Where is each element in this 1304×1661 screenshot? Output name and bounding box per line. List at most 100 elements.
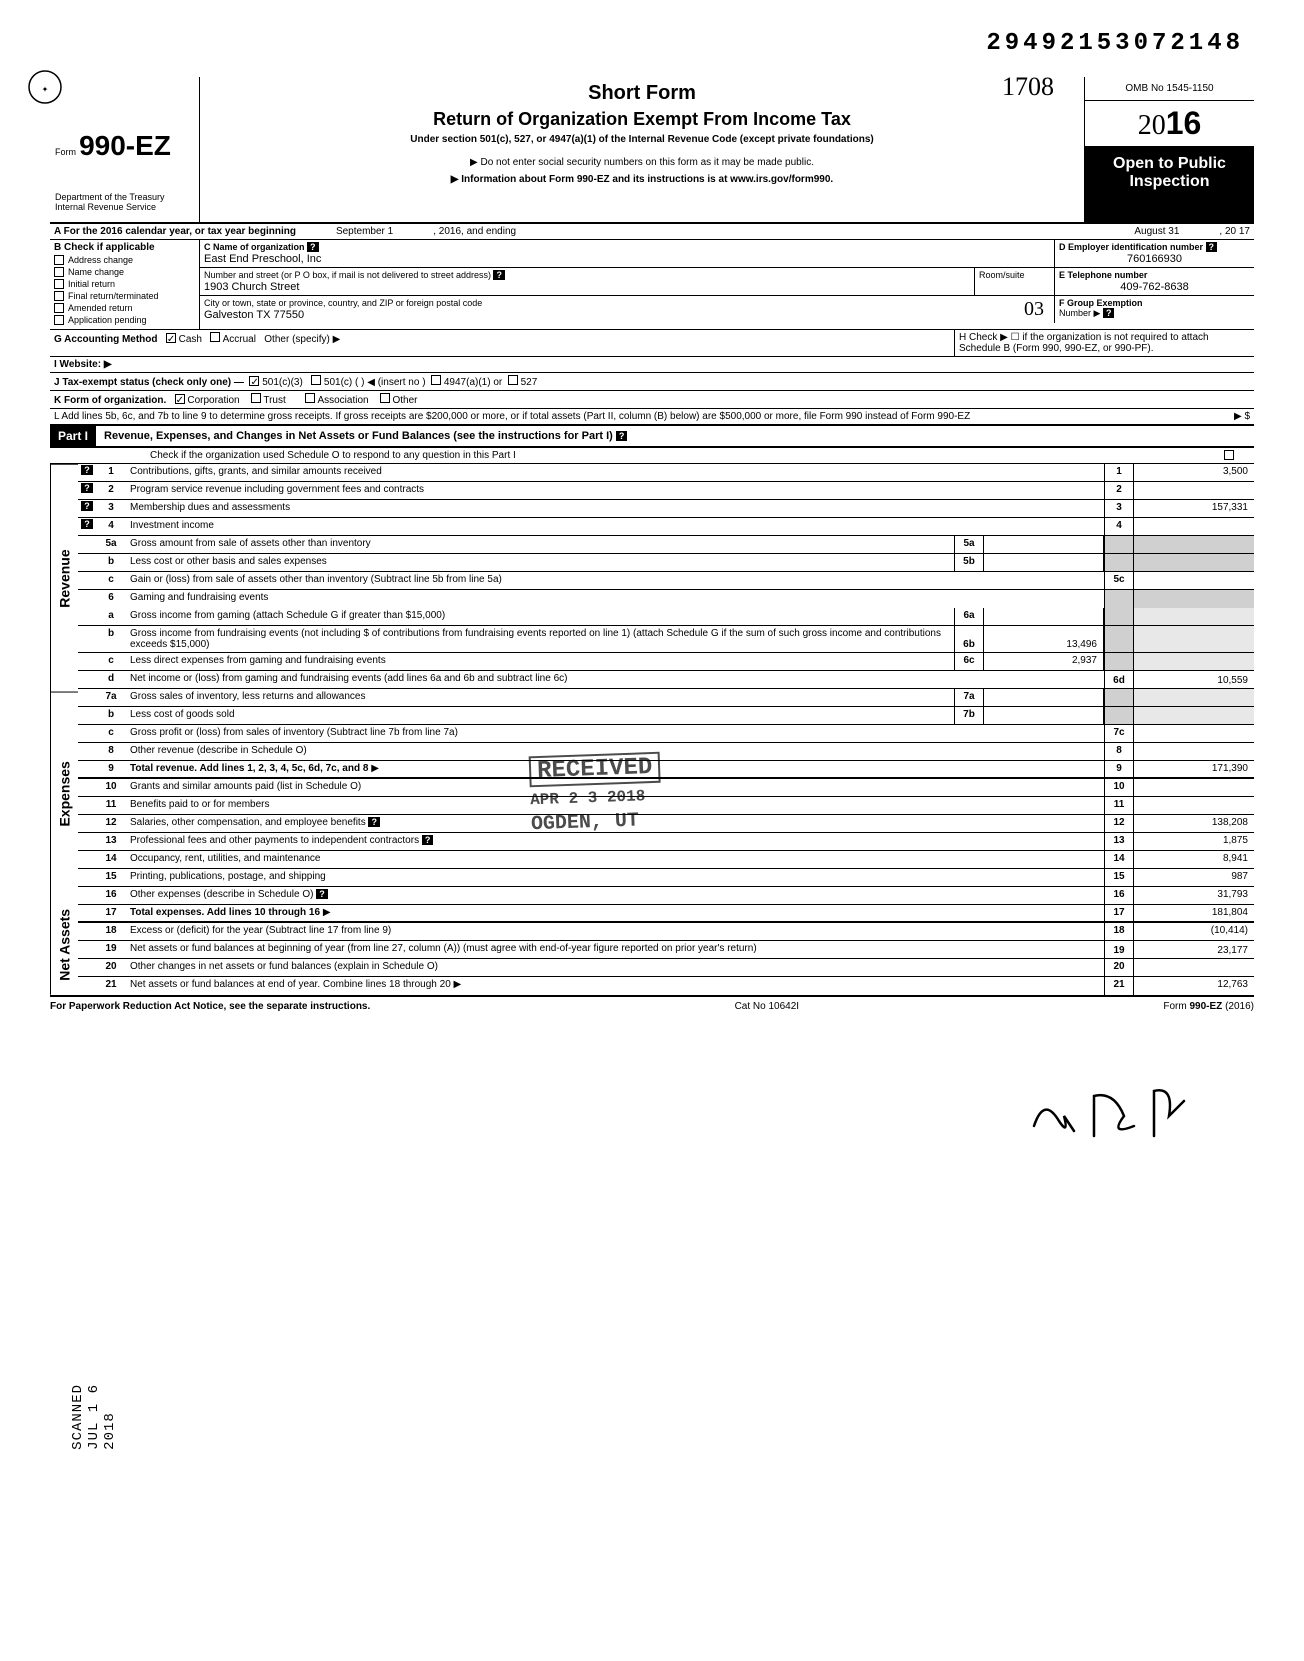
do-not-enter: ▶ Do not enter social security numbers o… <box>210 157 1074 168</box>
checkbox-accrual[interactable] <box>210 332 220 342</box>
line-desc: Gross profit or (loss) from sales of inv… <box>126 725 1104 742</box>
checkbox-amended[interactable] <box>54 303 64 313</box>
label-name-change: Name change <box>68 267 124 277</box>
side-label-revenue: Revenue <box>50 464 78 692</box>
checkbox-501c3[interactable]: ✓ <box>249 376 259 386</box>
out-num-shaded <box>1104 653 1134 670</box>
row-j-tax-status: J Tax-exempt status (check only one) — ✓… <box>50 373 1254 391</box>
line-num: 8 <box>96 743 126 760</box>
help-icon[interactable]: ? <box>422 835 434 845</box>
label-4947: 4947(a)(1) or <box>444 377 502 388</box>
out-val: (10,414) <box>1134 923 1254 940</box>
label-ein: D Employer identification number <box>1059 242 1203 252</box>
ein-value: 760166930 <box>1059 253 1250 265</box>
year-suffix: 16 <box>1166 105 1202 141</box>
logo-icon: ✦ <box>25 67 65 107</box>
line-desc: Less direct expenses from gaming and fun… <box>126 653 954 670</box>
checkbox-corporation[interactable]: ✓ <box>175 394 185 404</box>
line-num: c <box>96 653 126 670</box>
out-num: 8 <box>1104 743 1134 760</box>
in-val <box>984 707 1104 724</box>
checkbox-application-pending[interactable] <box>54 315 64 325</box>
out-val: 31,793 <box>1134 887 1254 904</box>
out-num: 21 <box>1104 977 1134 995</box>
out-val: 138,208 <box>1134 815 1254 832</box>
checkbox-other-org[interactable] <box>380 393 390 403</box>
label-501c3: 501(c)(3) <box>262 377 303 388</box>
section-b-label: B Check if applicable <box>54 242 195 253</box>
checkbox-4947[interactable] <box>431 375 441 385</box>
out-num-shaded <box>1104 689 1134 706</box>
out-num: 5c <box>1104 572 1134 589</box>
out-num: 12 <box>1104 815 1134 832</box>
help-icon[interactable]: ? <box>368 817 380 827</box>
form-prefix: Form <box>55 147 76 157</box>
line-num: 18 <box>96 923 126 940</box>
checkbox-cash[interactable]: ✓ <box>166 333 176 343</box>
label-amended: Amended return <box>68 303 133 313</box>
tax-year-begin: September 1 <box>336 226 393 237</box>
out-num: 20 <box>1104 959 1134 976</box>
line-num: 10 <box>96 779 126 796</box>
line-num: 19 <box>96 941 126 958</box>
help-icon[interactable]: ? <box>1206 242 1218 252</box>
out-val: 171,390 <box>1134 761 1254 777</box>
arrow-l: ▶ $ <box>1100 411 1250 422</box>
label-group-exemption-number: Number ▶ <box>1059 308 1100 318</box>
row-i-website: I Website: ▶ <box>50 357 954 372</box>
org-name: East End Preschool, Inc <box>204 253 1050 265</box>
out-val <box>1134 725 1254 742</box>
line-desc: Total revenue. Add lines 1, 2, 3, 4, 5c,… <box>130 763 368 774</box>
footer-cat-no: Cat No 10642I <box>735 1001 800 1012</box>
label-group-exemption: F Group Exemption <box>1059 298 1143 308</box>
line-desc: Salaries, other compensation, and employ… <box>130 817 366 828</box>
line-num: c <box>96 572 126 589</box>
line-desc: Other expenses (describe in Schedule O) <box>130 889 313 900</box>
row-g-accounting: G Accounting Method ✓ Cash Accrual Other… <box>50 330 954 356</box>
checkbox-address-change[interactable] <box>54 255 64 265</box>
checkbox-initial-return[interactable] <box>54 279 64 289</box>
line-num: 2 <box>96 482 126 499</box>
label-application-pending: Application pending <box>68 315 147 325</box>
help-icon[interactable]: ? <box>316 889 328 899</box>
out-val-shaded <box>1134 689 1254 706</box>
help-icon[interactable]: ? <box>81 483 93 493</box>
label-cash: Cash <box>179 334 202 345</box>
form-body: SCANNED JUL 1 6 2018 RECEIVED APR 2 3 20… <box>50 464 1254 995</box>
help-icon[interactable]: ? <box>307 242 319 252</box>
line-desc: Benefits paid to or for members <box>126 797 1104 814</box>
help-icon[interactable]: ? <box>493 270 505 280</box>
help-icon[interactable]: ? <box>1103 308 1115 318</box>
out-num: 18 <box>1104 923 1134 940</box>
return-title: Return of Organization Exempt From Incom… <box>210 109 1074 130</box>
out-val <box>1134 797 1254 814</box>
checkbox-trust[interactable] <box>251 393 261 403</box>
help-icon[interactable]: ? <box>81 501 93 511</box>
checkbox-final-return[interactable] <box>54 291 64 301</box>
line-desc: Occupancy, rent, utilities, and maintena… <box>126 851 1104 868</box>
in-val: 2,937 <box>984 653 1104 670</box>
checkbox-501c[interactable] <box>311 375 321 385</box>
line-num: 14 <box>96 851 126 868</box>
out-val-shaded <box>1134 590 1254 608</box>
checkbox-name-change[interactable] <box>54 267 64 277</box>
out-val: 12,763 <box>1134 977 1254 995</box>
line-desc: Gaming and fundraising events <box>126 590 1104 608</box>
out-val: 3,500 <box>1134 464 1254 481</box>
help-icon[interactable]: ? <box>81 519 93 529</box>
out-val-shaded <box>1134 653 1254 670</box>
checkbox-527[interactable] <box>508 375 518 385</box>
line-num: 21 <box>96 977 126 995</box>
out-val: 23,177 <box>1134 941 1254 958</box>
help-icon[interactable]: ? <box>81 465 93 475</box>
in-val <box>984 689 1104 706</box>
label-gross-receipts: L Add lines 5b, 6c, and 7b to line 9 to … <box>54 411 1100 422</box>
tax-year-end: August 31 <box>1134 226 1179 237</box>
help-icon[interactable]: ? <box>616 431 628 441</box>
checkbox-association[interactable] <box>305 393 315 403</box>
checkbox-schedule-o[interactable] <box>1224 450 1234 460</box>
line-num: b <box>96 707 126 724</box>
part-i-check-line: Check if the organization used Schedule … <box>50 448 1254 464</box>
label-accrual: Accrual <box>223 334 256 345</box>
line-desc: Membership dues and assessments <box>126 500 1104 517</box>
